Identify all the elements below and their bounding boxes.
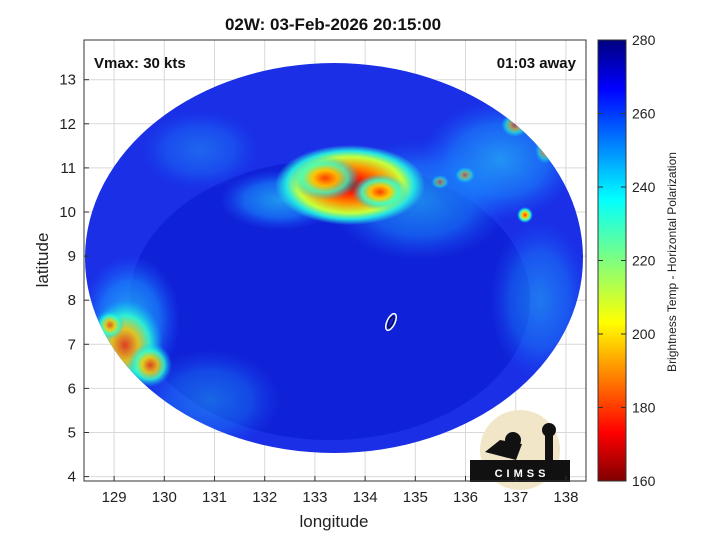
colorbar-tick-label: 220: [632, 253, 656, 269]
colorbar-tick-label: 240: [632, 179, 656, 195]
y-tick-label: 6: [68, 380, 76, 397]
y-tick-label: 4: [68, 469, 76, 486]
convection-east: [517, 207, 533, 223]
x-tick-label: 131: [202, 489, 227, 506]
y-tick-label: 8: [68, 292, 76, 309]
y-tick-label: 12: [59, 116, 76, 133]
colorbar-tick-label: 160: [632, 473, 656, 489]
vmax-label: Vmax: 30 kts: [94, 55, 186, 72]
time-away-label: 01:03 away: [497, 55, 577, 72]
x-tick-label: 137: [503, 489, 528, 506]
y-tick-label: 9: [68, 248, 76, 265]
y-axis-label: latitude: [33, 233, 52, 288]
logo-text: CIMSS: [495, 468, 550, 480]
x-tick-label: 129: [102, 489, 127, 506]
y-tick-label: 13: [59, 72, 76, 89]
colorbar-tick-label: 200: [632, 326, 656, 342]
y-tick-label: 11: [60, 160, 76, 177]
x-axis-label: longitude: [299, 512, 368, 531]
colorbar-label: Brightness Temp - Horizontal Polarizatio…: [665, 152, 679, 372]
x-tick-label: 133: [302, 489, 327, 506]
y-tick-label: 7: [68, 336, 76, 353]
x-tick-label: 132: [252, 489, 277, 506]
x-tick-label: 138: [553, 489, 578, 506]
colorbar-tick-label: 180: [632, 400, 656, 416]
x-tick-label: 136: [453, 489, 478, 506]
x-tick-label: 130: [152, 489, 177, 506]
chart-title: 02W: 03-Feb-2026 20:15:00: [225, 15, 441, 34]
y-tick-label: 10: [59, 204, 76, 221]
colorbar-tick-label: 280: [632, 32, 656, 48]
x-tick-label: 135: [403, 489, 428, 506]
y-tick-label: 5: [68, 424, 76, 441]
x-tick-label: 134: [353, 489, 378, 506]
colorbar-tick-label: 260: [632, 106, 656, 122]
